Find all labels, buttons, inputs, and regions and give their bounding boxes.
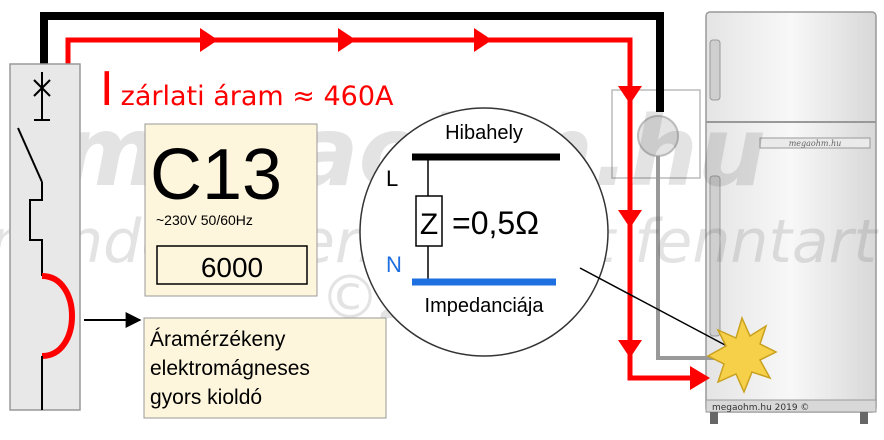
trip-note-line1: Áramérzékeny [150, 328, 286, 351]
refrigerator: megaohm.hu megaohm.hu 2019 © [705, 11, 877, 424]
circuit-breaker [9, 63, 81, 411]
fridge-footer-label: megaohm.hu 2019 © [712, 403, 809, 413]
impedance-value: =0,5Ω [452, 205, 539, 241]
fault-flash-icon [706, 315, 778, 394]
fridge-brand-label: megaohm.hu [789, 139, 842, 148]
trip-note-panel: Áramérzékeny elektromágneses gyors kiold… [143, 317, 387, 419]
neutral-conductor-label: N [386, 252, 402, 277]
fault-location-title: Hibahely [445, 122, 523, 144]
current-direction-arrows [200, 28, 710, 390]
phase-wire-fault-path [65, 37, 700, 381]
breaker-rating: C13 [150, 135, 282, 215]
trip-note-line2: elektromágneses [150, 357, 310, 380]
impedance-symbol: Z [420, 208, 438, 241]
fault-current-label: I zárlati áram ≈ 460A [100, 62, 394, 116]
breaker-voltage: ~230V 50/60Hz [156, 212, 253, 228]
fault-location-circle: Hibahely L Z =0,5Ω N Impedanciája [359, 107, 609, 357]
breaker-rating-panel: C13 ~230V 50/60Hz 6000 [144, 123, 318, 297]
fault-pointer [579, 267, 744, 355]
protective-earth-wire [40, 12, 664, 112]
breaking-capacity: 6000 [201, 252, 263, 283]
impedance-footer: Impedanciája [425, 295, 545, 317]
line-conductor-label: L [386, 166, 398, 191]
trip-note-line3: gyors kioldó [150, 386, 262, 409]
